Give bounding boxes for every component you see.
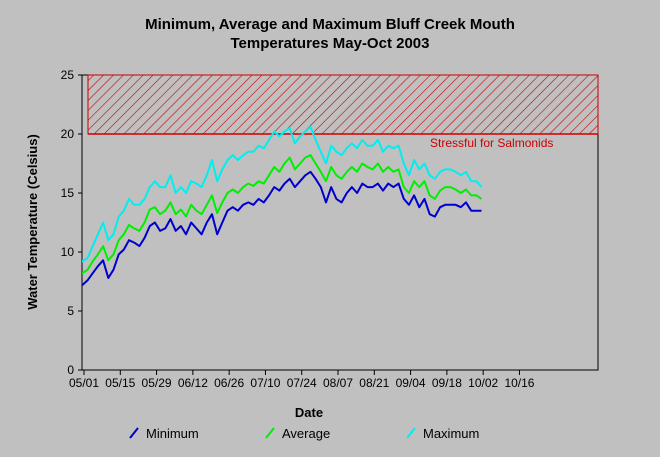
x-axis-title: Date	[295, 405, 323, 420]
chart-title-line2: Temperatures May-Oct 2003	[231, 35, 430, 52]
chart-title-line1: Minimum, Average and Maximum Bluff Creek…	[145, 16, 515, 33]
legend-swatch-maximum	[406, 427, 416, 439]
x-tick-label: 08/21	[359, 376, 389, 390]
y-tick-label: 10	[61, 245, 75, 259]
legend-label-maximum: Maximum	[423, 426, 479, 441]
x-tick-label: 10/16	[504, 376, 534, 390]
x-tick-label: 05/15	[105, 376, 135, 390]
x-tick-label: 06/12	[178, 376, 208, 390]
series-line-average	[82, 154, 483, 275]
legend-label-average: Average	[282, 426, 330, 441]
y-tick-label: 25	[61, 68, 75, 82]
legend-swatch-minimum	[129, 427, 139, 439]
x-tick-label: 07/10	[250, 376, 280, 390]
y-tick-label: 20	[61, 127, 75, 141]
y-axis-title: Water Temperature (Celsius)	[25, 134, 40, 310]
x-tick-label: 09/18	[432, 376, 462, 390]
x-tick-label: 06/26	[214, 376, 244, 390]
legend-label-minimum: Minimum	[146, 426, 199, 441]
series-line-minimum	[82, 170, 482, 286]
x-tick-label: 05/29	[142, 376, 172, 390]
y-tick-label: 0	[67, 363, 74, 377]
x-tick-label: 08/07	[323, 376, 353, 390]
x-tick-label: 09/04	[396, 376, 426, 390]
legend-swatch-average	[265, 427, 275, 439]
series-line-maximum	[82, 125, 483, 263]
stress-band-label: Stressful for Salmonids	[430, 136, 553, 150]
stress-band	[87, 74, 599, 135]
x-tick-label: 07/24	[287, 376, 317, 390]
x-tick-label: 10/02	[468, 376, 498, 390]
y-tick-label: 15	[61, 186, 75, 200]
y-tick-label: 5	[67, 304, 74, 318]
x-tick-label: 05/01	[69, 376, 99, 390]
